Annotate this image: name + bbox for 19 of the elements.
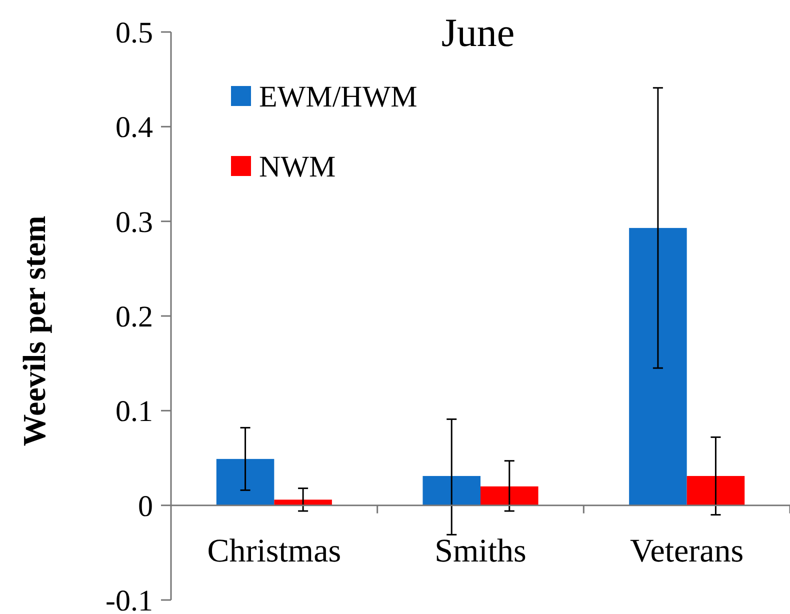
bar [480, 486, 538, 506]
x-tick-label: Smiths [434, 533, 526, 570]
x-tick-label: Veterans [630, 533, 744, 570]
y-tick-label: -0.1 [106, 584, 153, 614]
bar [422, 476, 480, 506]
y-tick-label: 0.3 [116, 206, 153, 239]
bar [216, 458, 274, 506]
chart-title: June [441, 10, 515, 55]
y-tick-label: 0.1 [116, 395, 153, 428]
y-tick-label: 0 [138, 490, 153, 523]
legend-label: EWM/HWM [259, 80, 418, 114]
bar [686, 476, 745, 506]
y-axis-title: Weevils per stem [16, 215, 52, 446]
x-tick-label: Christmas [207, 533, 342, 570]
bar [629, 228, 687, 506]
y-tick-label: 0.2 [116, 300, 153, 334]
y-tick-label: 0.4 [116, 111, 153, 144]
y-tick-label: 0.5 [116, 16, 153, 50]
legend-label: NWM [259, 150, 336, 184]
